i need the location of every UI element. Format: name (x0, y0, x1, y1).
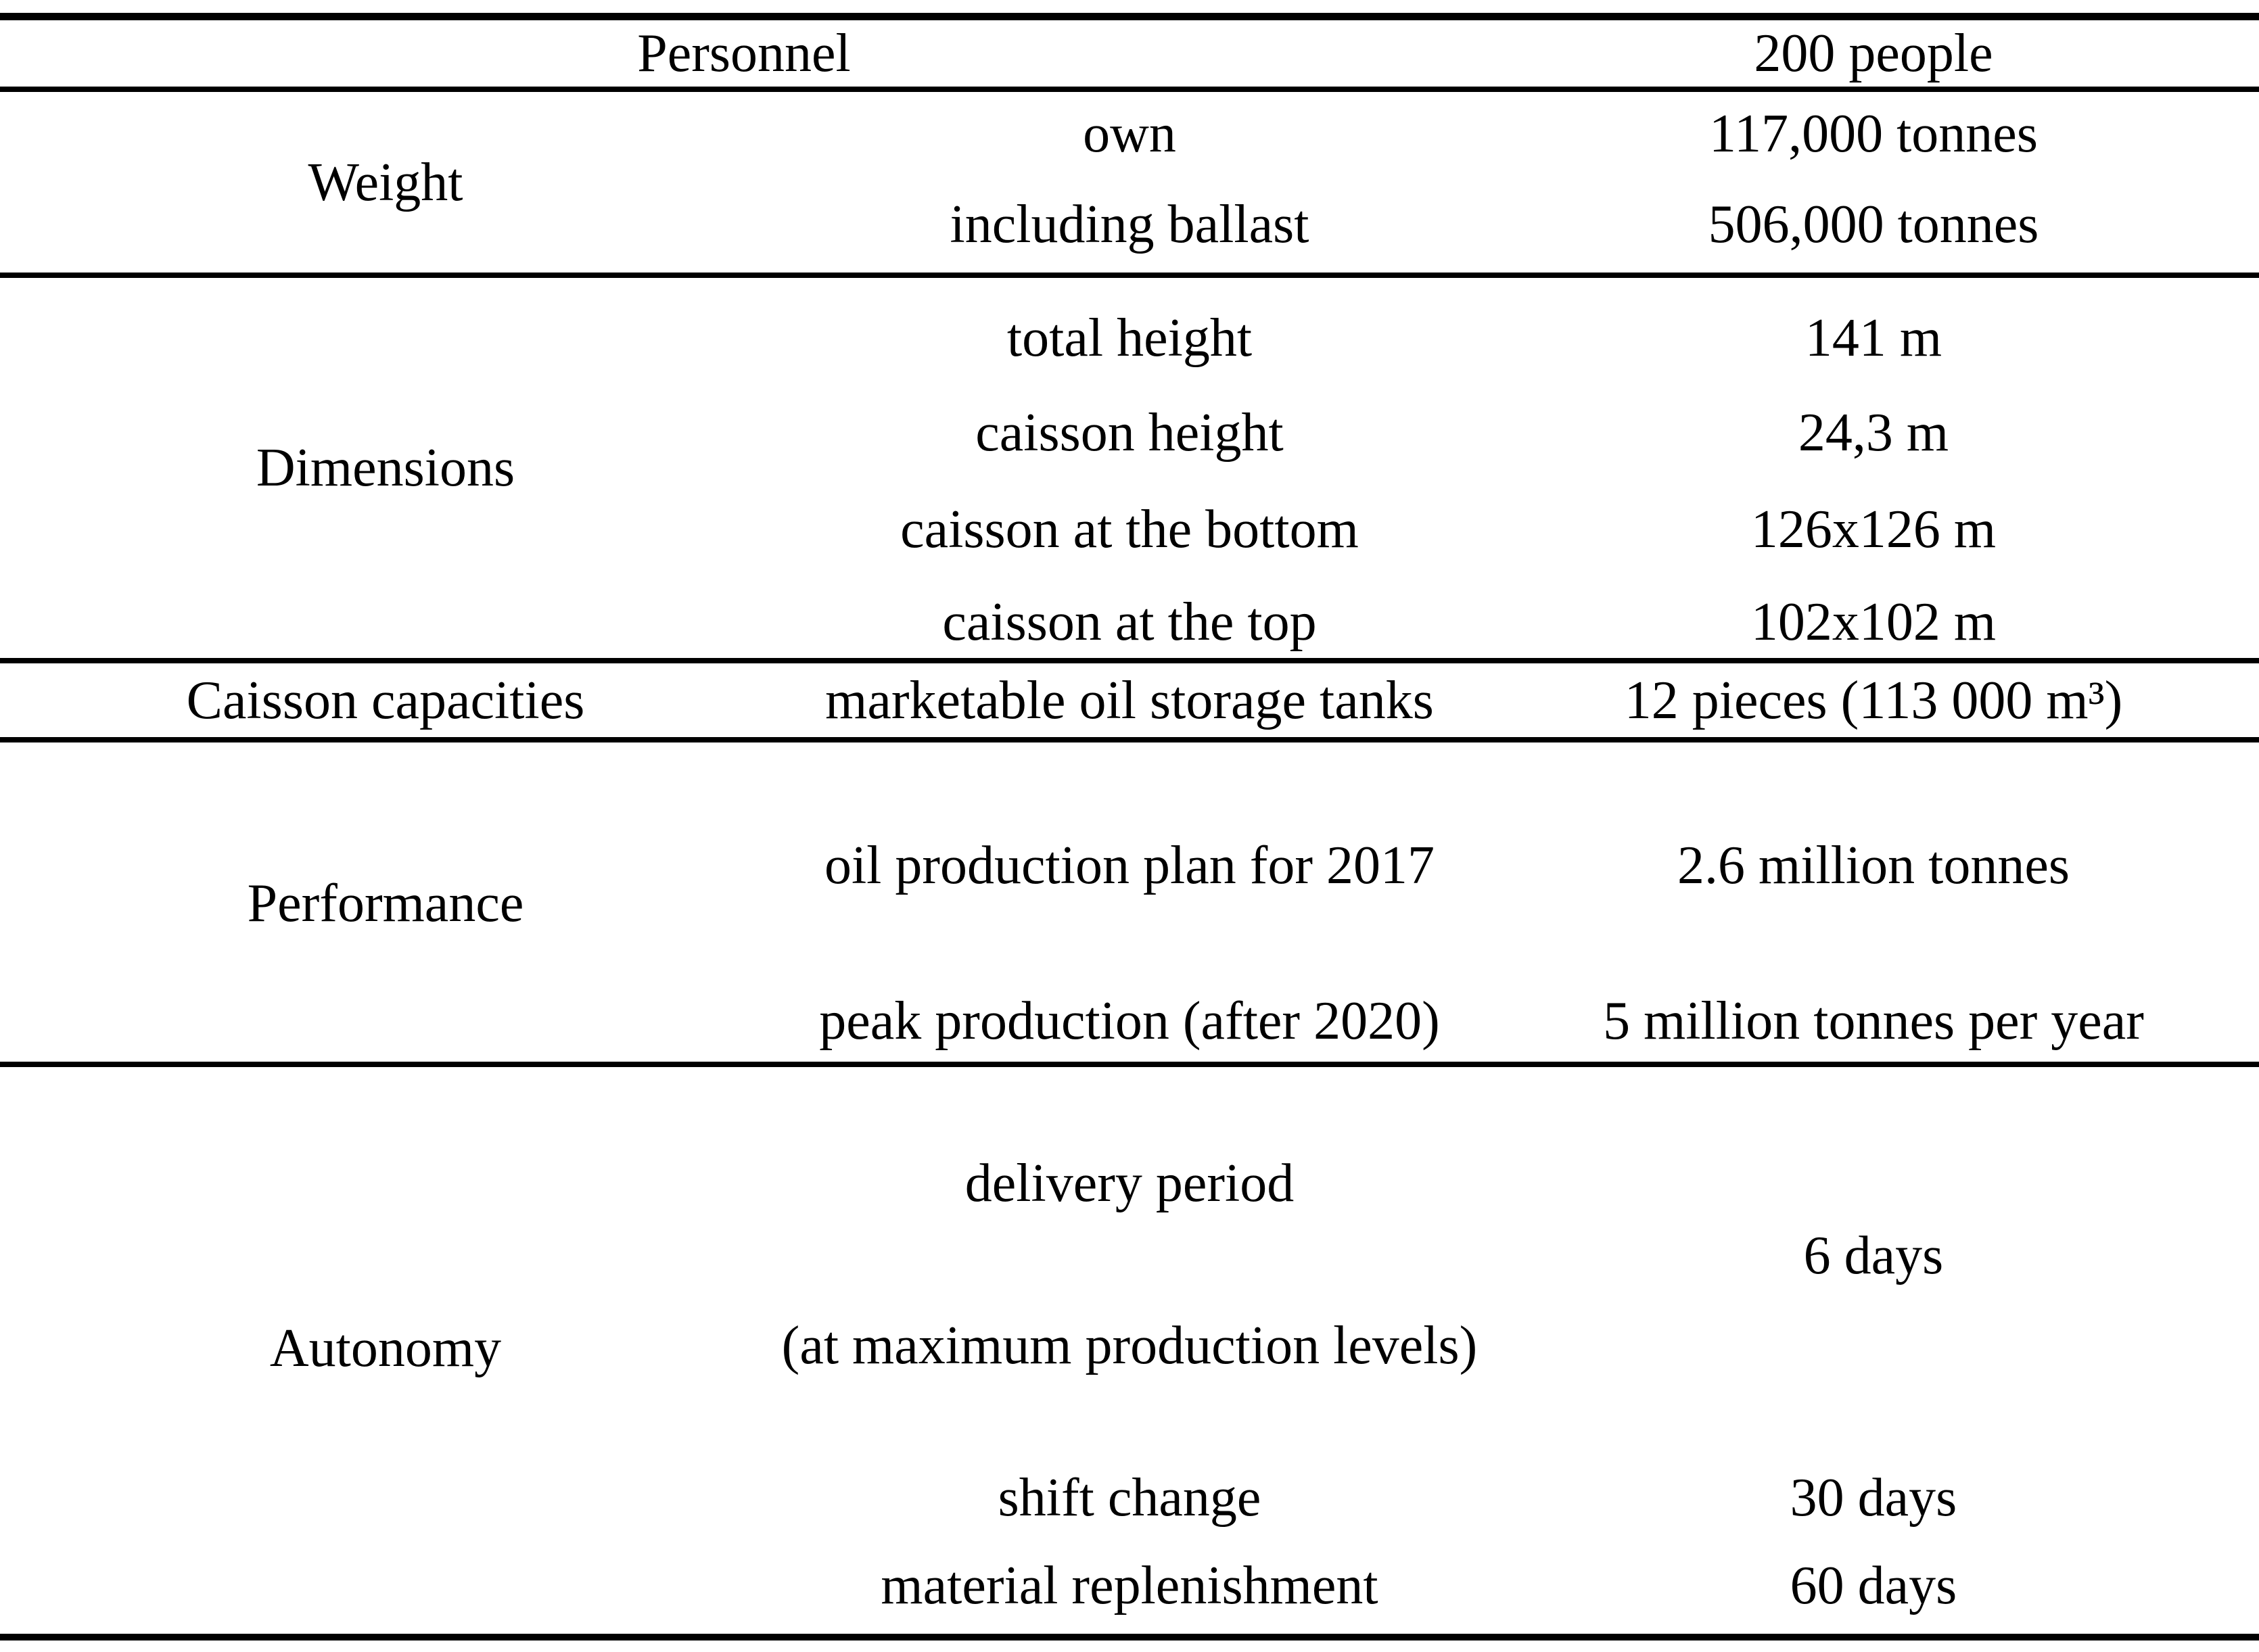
dimensions-caisson-bottom-param: caisson at the bottom (900, 500, 1359, 559)
table-bottom-border (0, 1634, 2259, 1641)
performance-plan-2017-value: 2.6 million tonnes (1677, 836, 2070, 895)
rule-after-personnel (0, 87, 2259, 92)
performance-peak-param: peak production (after 2020) (819, 991, 1440, 1051)
performance-peak-value: 5 million tonnes per year (1603, 991, 2144, 1051)
dimensions-caisson-height-param: caisson height (975, 403, 1284, 463)
performance-plan-2017-param: oil production plan for 2017 (824, 836, 1435, 895)
table-top-border (0, 13, 2259, 20)
autonomy-delivery-period-param: delivery period (964, 1154, 1295, 1213)
weight-section-label: Weight (308, 152, 463, 212)
caisson-capacities-section-label: Caisson capacities (186, 670, 585, 730)
autonomy-shift-change-value: 30 days (1790, 1468, 1957, 1528)
rule-after-weight (0, 273, 2259, 278)
autonomy-delivery-period-param-note: (at maximum production levels) (781, 1316, 1478, 1375)
dimensions-caisson-top-param: caisson at the top (942, 592, 1317, 652)
autonomy-material-replenishment-value: 60 days (1790, 1556, 1957, 1615)
dimensions-total-height-value: 141 m (1804, 308, 1942, 368)
weight-own-value: 117,000 tonnes (1709, 104, 2038, 164)
dimensions-total-height-param: total height (1006, 308, 1253, 368)
personnel-value: 200 people (1754, 24, 1993, 83)
personnel-label: Personnel (637, 24, 851, 83)
dimensions-caisson-bottom-value: 126x126 m (1750, 500, 1997, 559)
weight-ballast-param: including ballast (950, 194, 1309, 254)
weight-ballast-value: 506,000 tonnes (1708, 194, 2039, 254)
autonomy-shift-change-param: shift change (998, 1468, 1261, 1528)
dimensions-caisson-height-value: 24,3 m (1798, 403, 1949, 463)
dimensions-caisson-top-value: 102x102 m (1750, 592, 1997, 652)
weight-own-param: own (1083, 104, 1176, 164)
autonomy-delivery-period-value: 6 days (1803, 1226, 1944, 1285)
rule-after-dimensions (0, 658, 2259, 663)
rule-after-caisson-capacities (0, 737, 2259, 742)
caisson-capacities-tanks-param: marketable oil storage tanks (825, 670, 1434, 730)
performance-section-label: Performance (247, 873, 524, 933)
autonomy-material-replenishment-param: material replenishment (881, 1556, 1378, 1615)
autonomy-section-label: Autonomy (269, 1319, 502, 1378)
dimensions-section-label: Dimensions (256, 438, 515, 498)
caisson-capacities-tanks-value: 12 pieces (113 000 m³) (1624, 670, 2123, 730)
rule-after-performance (0, 1062, 2259, 1067)
